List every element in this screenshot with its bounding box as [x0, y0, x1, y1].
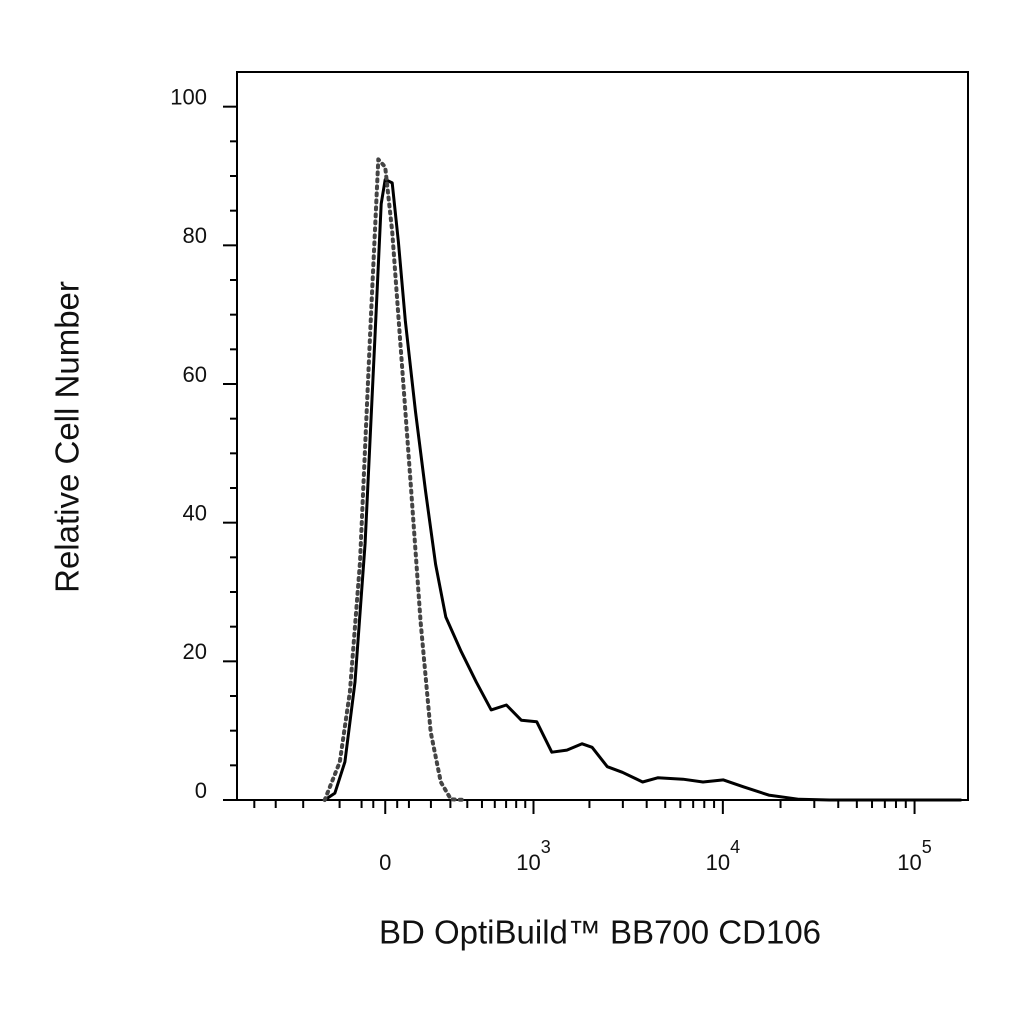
- y-tick-label: 20: [183, 639, 207, 664]
- x-tick-exponent: 5: [922, 837, 932, 857]
- x-tick-base: 10: [897, 850, 921, 875]
- histogram-line: [322, 157, 469, 802]
- y-tick-label: 60: [183, 362, 207, 387]
- y-tick-label: 80: [183, 223, 207, 248]
- x-tick-base: 10: [706, 850, 730, 875]
- x-tick-exponent: 4: [730, 837, 740, 857]
- y-tick-label: 40: [183, 500, 207, 525]
- x-tick-label: 103: [516, 837, 551, 875]
- x-axis-title: BD OptiBuild™ BB700 CD106: [379, 914, 821, 951]
- histogram-line: [323, 178, 963, 802]
- y-tick-label: 100: [170, 84, 207, 109]
- y-tick-label: 0: [195, 778, 207, 803]
- x-tick-base: 10: [516, 850, 540, 875]
- x-tick-label: 104: [706, 837, 741, 875]
- x-tick-base: 0: [379, 850, 391, 875]
- plot-frame: [236, 71, 969, 801]
- y-axis-title: Relative Cell Number: [49, 281, 86, 593]
- x-tick-label: 0: [379, 850, 391, 875]
- x-tick-exponent: 3: [541, 837, 551, 857]
- x-tick-label: 105: [897, 837, 932, 875]
